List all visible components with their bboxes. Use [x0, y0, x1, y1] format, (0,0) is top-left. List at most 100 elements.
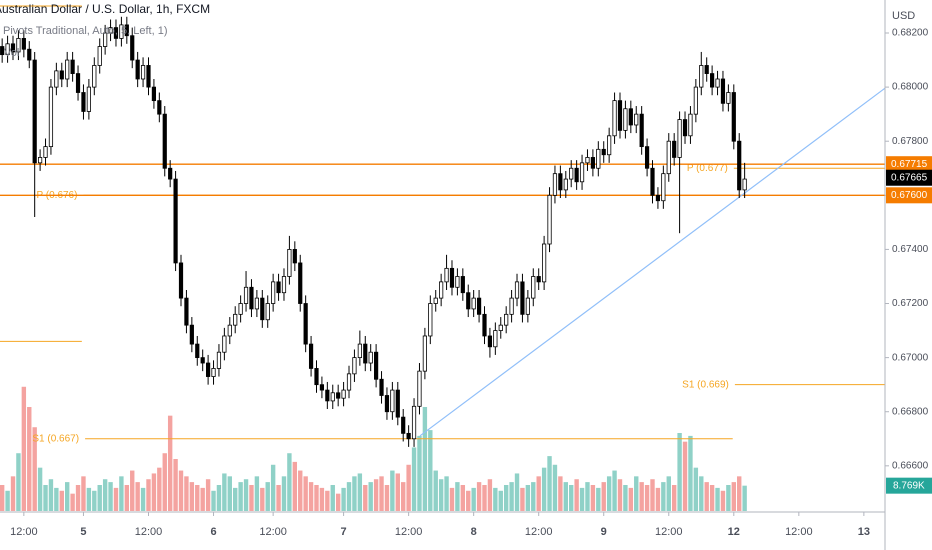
volume-bar	[373, 479, 379, 511]
candle-body	[346, 373, 352, 391]
volume-bar	[81, 476, 86, 511]
x-tick-label: 12:00	[785, 526, 813, 538]
x-tick-label: 12	[728, 526, 740, 538]
candle-body	[162, 113, 167, 169]
x-tick-label: 7	[341, 526, 347, 538]
candle-body	[498, 324, 503, 331]
volume-bar	[558, 476, 563, 511]
candle-body	[601, 148, 606, 156]
candle-body	[233, 313, 238, 326]
volume-bar	[601, 482, 606, 511]
candle-body	[607, 135, 612, 156]
candle-body	[48, 86, 54, 148]
candle-body	[569, 167, 574, 180]
candle-body	[693, 86, 698, 115]
price-box-label: 0.67600	[891, 190, 928, 201]
volume-bar	[476, 482, 482, 511]
volume-bar	[86, 487, 92, 511]
volume-bar	[699, 476, 704, 511]
volume-bar	[704, 482, 709, 511]
y-tick-label: 0.67000	[892, 352, 929, 363]
candle-body	[59, 70, 64, 80]
volume-bar	[493, 487, 498, 511]
candle-body	[655, 194, 661, 202]
candle-body	[319, 384, 325, 391]
candle-body	[211, 368, 216, 377]
volume-bar	[308, 482, 314, 511]
volume-bar	[379, 476, 384, 511]
pivot-label: S1 (0.667)	[32, 433, 79, 444]
volume-bar	[574, 479, 579, 511]
volume-bar	[341, 487, 346, 511]
volume-bar	[21, 386, 27, 511]
candle-body	[558, 173, 563, 191]
candle-body	[43, 146, 48, 158]
volume-bar	[650, 479, 655, 511]
candle-body	[184, 297, 189, 326]
volume-bar	[720, 490, 726, 511]
volume-bar	[59, 490, 64, 511]
candle-body	[579, 162, 585, 183]
price-box-label: 0.67665	[891, 172, 928, 183]
volume-bar	[292, 461, 298, 511]
candle-body	[16, 38, 21, 53]
volume-bar	[314, 485, 319, 511]
candle-body	[536, 276, 541, 283]
volume-bar	[335, 493, 341, 511]
candle-body	[574, 167, 579, 183]
volume-bar	[688, 435, 693, 511]
candle-body	[287, 249, 292, 277]
candle-body	[666, 140, 671, 175]
candle-body	[108, 27, 113, 34]
y-tick-label: 0.66800	[892, 406, 929, 417]
candle-body	[417, 370, 422, 407]
volume-bar	[281, 476, 287, 511]
candle-body	[86, 86, 91, 112]
volume-bar	[363, 485, 368, 511]
candle-body	[5, 43, 10, 56]
volume-bar	[661, 482, 666, 511]
volume-bar	[254, 476, 260, 511]
volume-bar	[211, 490, 216, 511]
volume-bar	[135, 482, 140, 511]
volume-bar	[390, 470, 395, 511]
candle-body	[455, 276, 460, 288]
volume-bar	[709, 485, 715, 511]
candle-body	[363, 343, 368, 364]
volume-bar	[140, 487, 146, 511]
volume-bar	[693, 467, 699, 511]
candle-body	[10, 43, 16, 53]
price-box-label: 0.67715	[891, 159, 928, 170]
candle-body	[542, 243, 547, 283]
candle-body	[482, 313, 487, 337]
candle-body	[639, 113, 644, 148]
volume-bar	[455, 482, 460, 511]
candle-body	[422, 335, 427, 372]
volume-bar	[113, 487, 119, 511]
volume-bar	[514, 473, 520, 511]
volume-bar	[37, 467, 43, 511]
volume-bar	[65, 482, 70, 511]
volume-bar	[151, 473, 157, 511]
candle-body	[628, 108, 633, 126]
volume-bar	[265, 482, 270, 511]
candle-body	[303, 303, 308, 345]
x-tick-label: 6	[210, 526, 216, 538]
volume-bar	[438, 479, 444, 511]
volume-bar	[503, 485, 509, 511]
volume-bar	[617, 479, 623, 511]
volume-bar	[596, 487, 601, 511]
volume-bar	[70, 493, 75, 511]
volume-title: Vol	[4, 47, 19, 59]
volume-bar	[590, 485, 596, 511]
volume-bar	[238, 482, 243, 511]
y-tick-label: 0.67200	[892, 298, 929, 309]
volume-bar	[644, 485, 650, 511]
currency-label: USD	[892, 10, 915, 22]
candle-body	[178, 262, 184, 299]
indicator-label: Pivots Traditional, Auto, 5, Left, 1)	[3, 25, 167, 37]
candle-body	[200, 357, 205, 364]
volume-bar	[243, 479, 249, 511]
volume-bar	[531, 482, 536, 511]
